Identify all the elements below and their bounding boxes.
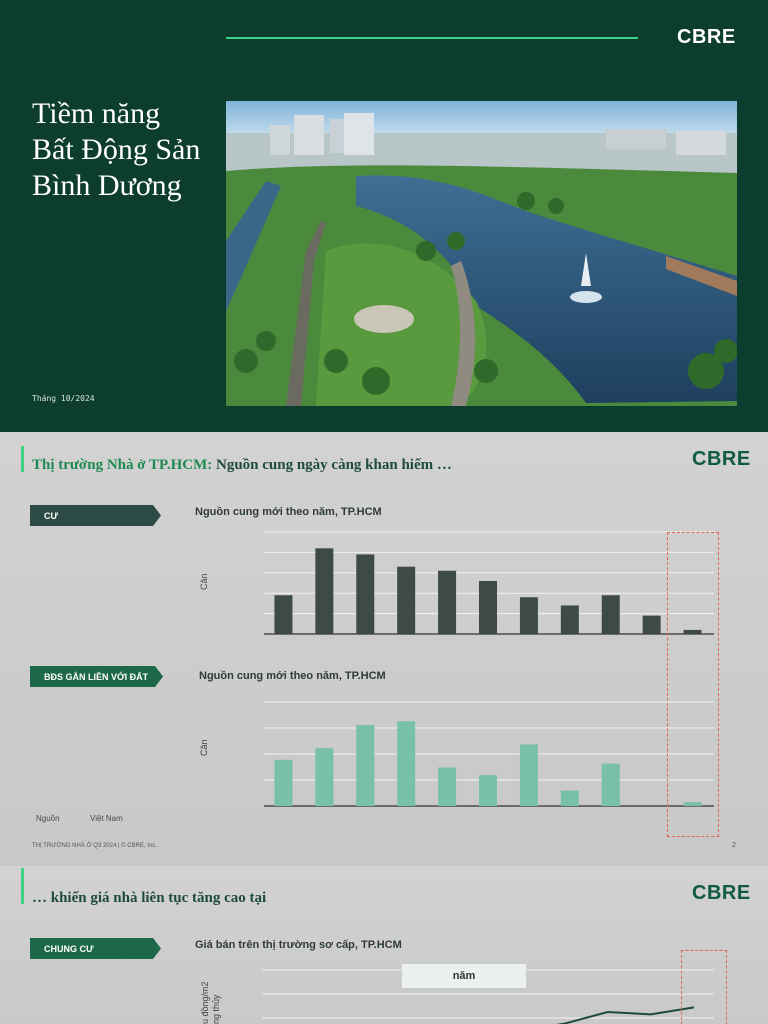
slide-title: … khiến giá nhà liên tục tăng cao tại (32, 890, 267, 906)
bar (315, 548, 334, 634)
bar (560, 790, 579, 806)
highlight-box (667, 532, 719, 837)
cbre-logo: CBRE (692, 448, 751, 470)
bar (683, 629, 702, 634)
bar (397, 721, 416, 806)
source-label: Nguồn (36, 814, 60, 823)
slide-date: Tháng 10/2024 (32, 394, 95, 403)
bar (479, 775, 497, 806)
highlight-box (681, 950, 727, 1024)
chart-1-plot (264, 531, 714, 635)
bar (356, 725, 375, 806)
bar (519, 597, 538, 634)
slide-title: Tiềm năng Bất Động Sản Bình Dương (32, 96, 222, 204)
title-highlight: Thị trường Nhà ở TP.HCM: (32, 457, 213, 473)
chart-2-title: Nguồn cung mới theo năm, TP.HCM (199, 670, 386, 682)
chart-3-overlay-label: năm (402, 964, 526, 988)
cbre-logo: CBRE (677, 26, 736, 48)
title-accent-bar (21, 868, 24, 904)
title-line-3: Bình Dương (32, 169, 182, 202)
slide-title: Thị trường Nhà ở TP.HCM: Nguồn cung ngày… (32, 457, 452, 474)
chart-3-ylabel-2: ng thủy (211, 994, 221, 1024)
bar (642, 615, 661, 634)
tag-landed-property: BĐS GẮN LIỀN VỚI ĐẤT (30, 666, 163, 687)
bar (356, 554, 375, 634)
housing-price-slide: … khiến giá nhà liên tục tăng cao tại CB… (0, 866, 768, 1024)
chart-3-title: Giá bán trên thị trường sơ cấp, TP.HCM (195, 939, 402, 951)
bar (315, 748, 334, 806)
title-rest: Nguồn cung ngày càng khan hiếm … (212, 457, 452, 473)
bar (397, 566, 416, 634)
price-line (556, 1006, 695, 1024)
chart-2-plot (264, 701, 714, 807)
bar (683, 802, 702, 806)
city-park-rendering-image (226, 101, 737, 406)
cbre-logo: CBRE (692, 882, 751, 904)
chart-1-title: Nguồn cung mới theo năm, TP.HCM (195, 506, 382, 518)
bar (438, 570, 457, 634)
bar (519, 744, 538, 806)
bar (601, 763, 620, 806)
title-accent-bar (21, 446, 24, 472)
chart-2-ylabel: Căn (199, 739, 209, 756)
bar (560, 605, 579, 634)
bar (601, 595, 620, 634)
housing-supply-slide: Thị trường Nhà ở TP.HCM: Nguồn cung ngày… (0, 432, 768, 866)
bar (438, 767, 457, 806)
accent-line (226, 37, 638, 39)
source-value: Việt Nam (90, 814, 123, 823)
bar (274, 759, 293, 806)
tag-apartment: CƯ (30, 505, 161, 526)
title-line-2: Bất Động Sản (32, 133, 201, 166)
title-slide: CBRE Tiềm năng Bất Động Sản Bình Dương T… (0, 0, 768, 432)
tag-apartment: CHUNG CƯ (30, 938, 161, 959)
bar (479, 580, 497, 634)
slide-footer: THỊ TRƯỜNG NHÀ Ở Q3 2024 | © CBRE, Inc. (32, 843, 157, 849)
chart-1-ylabel: Căn (199, 573, 209, 590)
page-number: 2 (732, 842, 736, 849)
bar (274, 595, 293, 634)
title-line-1: Tiềm năng (32, 97, 161, 130)
chart-3-ylabel-1: u đồng/m2 (200, 981, 210, 1024)
